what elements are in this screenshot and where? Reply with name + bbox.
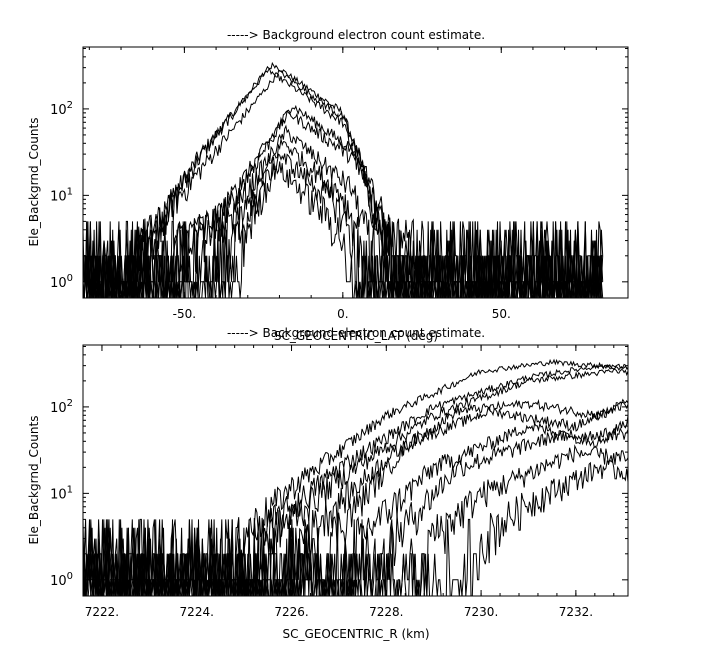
y-tick-label: 102 [50,100,73,118]
x-axis-ticks: 7222. 7224. 7226. 7228. 7230. 7232. [82,345,615,619]
chart-panel-lat: -----> Background electron count estimat… [27,28,629,343]
plot-frame [82,344,629,597]
y-tick-label: 100 [50,273,73,291]
y-axis-label: Ele_Backgrnd_Counts [27,118,41,247]
x-tick-label: 7232. [559,605,593,619]
y-tick-label: 101 [50,484,73,502]
chart-title: -----> Background electron count estimat… [227,28,485,42]
x-tick-label: -50. [173,307,196,321]
chart-title: -----> Background electron count estimat… [227,326,485,340]
y-axis-label: Ele_Backgrnd_Counts [27,416,41,545]
x-tick-label: 7224. [180,605,214,619]
series-group [82,358,629,597]
x-tick-label: 0. [337,307,348,321]
x-axis-label: SC_GEOCENTRIC_R (km) [283,627,430,641]
y-tick-label: 101 [50,186,73,204]
plot-frame [82,46,629,299]
x-tick-label: 7222. [85,605,119,619]
chart-panel-r: -----> Background electron count estimat… [27,326,629,641]
y-tick-label: 102 [50,398,73,416]
y-tick-label: 100 [50,571,73,589]
x-tick-label: 7230. [464,605,498,619]
x-axis-label: SC_GEOCENTRIC_LAT (deg) [274,329,438,343]
x-tick-label: 7228. [369,605,403,619]
x-axis-ticks: -50. 0. 50. [88,47,629,321]
x-tick-label: 7226. [274,605,308,619]
series-line [82,109,604,299]
series-group [82,61,604,299]
series-line [83,398,629,597]
x-tick-label: 50. [492,307,511,321]
